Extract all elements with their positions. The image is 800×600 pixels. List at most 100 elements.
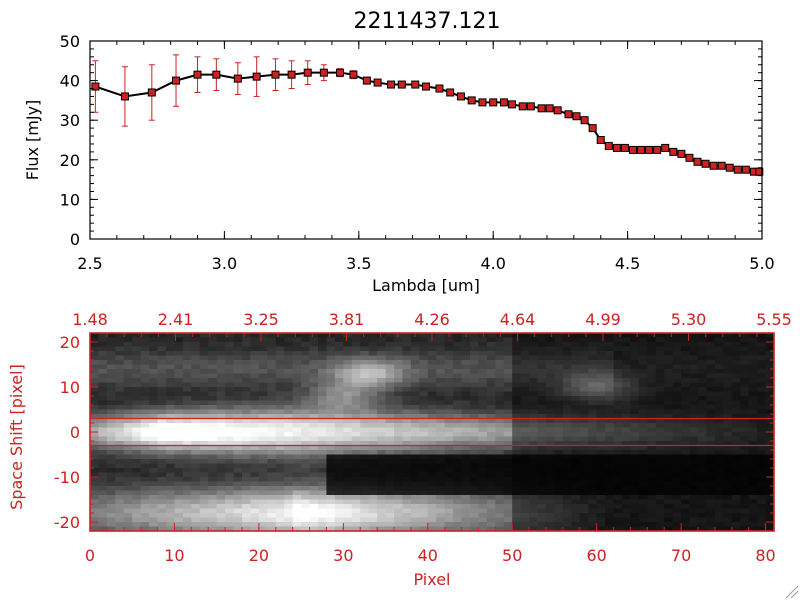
image-pixel [512, 418, 522, 424]
image-pixel [740, 508, 750, 514]
image-pixel [216, 409, 226, 415]
image-pixel [613, 391, 623, 397]
image-pixel [394, 522, 403, 527]
y-tick-label: 40 [60, 72, 80, 91]
image-pixel [664, 526, 674, 532]
image-pixel [132, 427, 142, 433]
image-pixel [242, 342, 251, 347]
image-pixel [664, 508, 674, 514]
image-pixel [174, 373, 184, 379]
image-pixel [301, 432, 310, 437]
image-pixel [334, 414, 344, 419]
image-pixel [478, 400, 488, 406]
image-pixel [90, 364, 99, 370]
image-pixel [436, 468, 446, 473]
image-pixel [681, 477, 690, 482]
image-pixel [410, 468, 420, 473]
image-pixel [453, 382, 462, 388]
image-pixel [258, 490, 268, 496]
image-pixel [529, 414, 538, 419]
image-pixel [529, 418, 538, 424]
image-pixel [385, 423, 395, 428]
image-pixel [486, 495, 496, 500]
image-pixel [199, 445, 209, 451]
image-pixel [478, 508, 488, 514]
image-pixel [672, 423, 682, 428]
image-pixel [132, 517, 142, 523]
image-pixel [123, 459, 133, 464]
image-pixel [638, 526, 648, 532]
image-pixel [90, 369, 99, 374]
image-pixel [757, 396, 766, 401]
image-pixel [419, 522, 429, 527]
image-pixel [242, 333, 251, 338]
image-pixel [182, 427, 192, 433]
image-pixel [410, 495, 420, 500]
image-pixel [672, 504, 682, 509]
image-pixel [250, 513, 260, 518]
image-pixel [182, 418, 192, 424]
image-pixel [647, 468, 657, 473]
image-pixel [199, 342, 209, 347]
image-axes: 0 10 20 30 40 50 60 70 801.48 2.41 3.25 3.81 4.26 4.6… [54, 310, 792, 565]
image-pixel [647, 373, 657, 379]
image-pixel [174, 481, 184, 487]
image-pixel [292, 414, 302, 419]
image-pixel [385, 477, 395, 482]
image-pixel [157, 423, 167, 428]
image-pixel [309, 432, 319, 437]
image-pixel [461, 432, 471, 437]
image-pixel [360, 382, 370, 388]
image-pixel [664, 391, 674, 397]
image-pixel [318, 351, 327, 356]
image-pixel [698, 526, 707, 532]
image-pixel [478, 472, 488, 478]
resize-grip-icon[interactable] [785, 585, 799, 599]
image-pixel [546, 495, 555, 500]
image-pixel [647, 463, 657, 469]
data-point [387, 80, 396, 89]
image-pixel [233, 468, 243, 473]
image-pixel [613, 481, 623, 487]
image-pixel [318, 346, 327, 352]
image-pixel [394, 432, 403, 437]
image-pixel [216, 337, 226, 343]
image-pixel [453, 414, 462, 419]
image-pixel [596, 405, 606, 410]
image-pixel [233, 459, 243, 464]
image-pixel [672, 342, 682, 347]
image-pixel [115, 450, 125, 455]
image-pixel [149, 382, 158, 388]
image-pixel [731, 459, 741, 464]
image-pixel [182, 468, 192, 473]
image-pixel [672, 400, 682, 406]
image-pixel [731, 522, 741, 527]
data-point [677, 149, 686, 158]
image-pixel [444, 405, 454, 410]
image-pixel [698, 351, 707, 356]
image-pixel [757, 423, 766, 428]
image-pixel [613, 445, 623, 451]
image-pixel [698, 508, 707, 514]
image-pixel [410, 436, 420, 442]
image-pixel [225, 337, 234, 343]
image-pixel [470, 513, 479, 518]
image-pixel [90, 495, 99, 500]
image-pixel [123, 333, 133, 338]
image-pixel [166, 369, 175, 374]
image-pixel [343, 436, 353, 442]
image-pixel [630, 441, 640, 446]
image-pixel [554, 378, 564, 383]
image-pixel [689, 351, 699, 356]
image-pixel [613, 414, 623, 419]
image-pixel [461, 436, 471, 442]
image-pixel [529, 472, 538, 478]
data-point [701, 159, 710, 168]
image-pixel [225, 463, 234, 469]
image-pixel [630, 504, 640, 509]
image-pixel [368, 495, 378, 500]
image-pixel [174, 427, 184, 433]
image-pixel [731, 526, 741, 532]
image-pixel [326, 364, 336, 370]
image-pixel [647, 459, 657, 464]
